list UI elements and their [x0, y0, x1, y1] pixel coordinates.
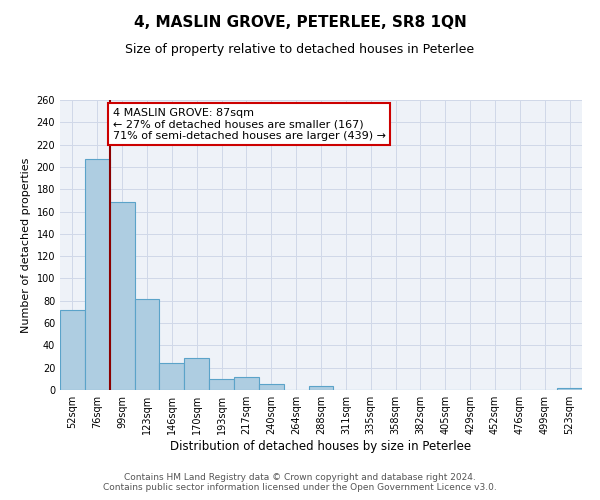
Text: Size of property relative to detached houses in Peterlee: Size of property relative to detached ho…	[125, 42, 475, 56]
Bar	[134, 298, 160, 390]
Bar	[160, 363, 184, 390]
Bar	[184, 358, 209, 390]
Y-axis label: Number of detached properties: Number of detached properties	[21, 158, 31, 332]
Bar	[557, 388, 582, 390]
Bar	[60, 310, 85, 390]
Bar	[85, 159, 110, 390]
Text: 4, MASLIN GROVE, PETERLEE, SR8 1QN: 4, MASLIN GROVE, PETERLEE, SR8 1QN	[134, 15, 466, 30]
X-axis label: Distribution of detached houses by size in Peterlee: Distribution of detached houses by size …	[170, 440, 472, 453]
Text: Contains HM Land Registry data © Crown copyright and database right 2024.
Contai: Contains HM Land Registry data © Crown c…	[103, 473, 497, 492]
Text: 4 MASLIN GROVE: 87sqm
← 27% of detached houses are smaller (167)
71% of semi-det: 4 MASLIN GROVE: 87sqm ← 27% of detached …	[113, 108, 386, 141]
Bar	[234, 376, 259, 390]
Bar	[259, 384, 284, 390]
Bar	[209, 379, 234, 390]
Bar	[308, 386, 334, 390]
Bar	[110, 202, 134, 390]
